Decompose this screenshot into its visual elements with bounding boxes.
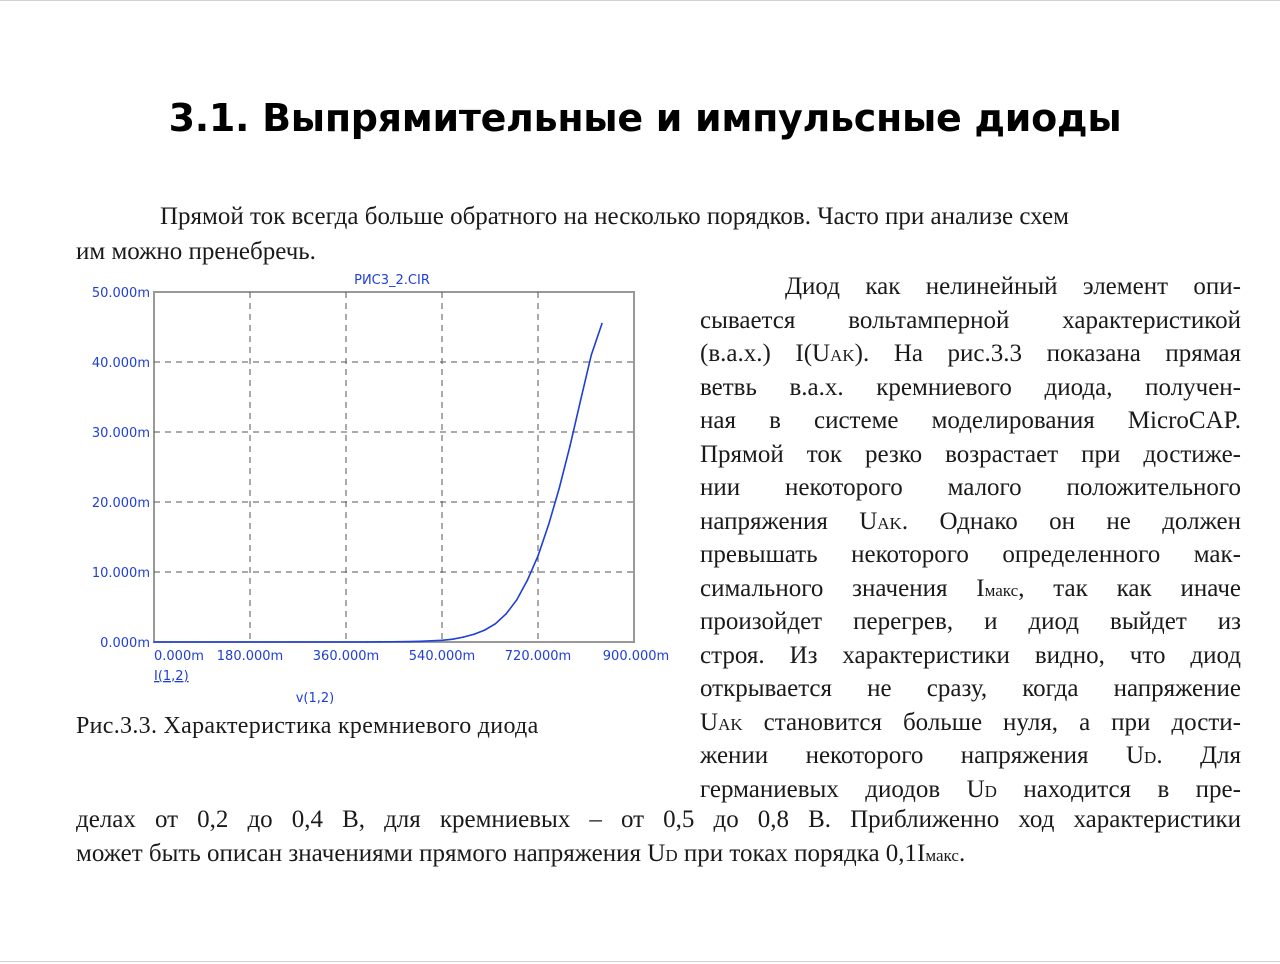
data-point <box>366 641 369 643</box>
iv-characteristic-chart: РИС3_2.CIR 0.000m 10.000m 20.000m 30.000m 40… <box>92 273 669 706</box>
data-point <box>409 640 411 643</box>
side-paragraph-line: Диод как нелинейный элемент опи- <box>785 273 1241 300</box>
line-text: напряжения U <box>700 507 878 535</box>
side-paragraph-line: превышать некоторого определенного мак- <box>700 541 1241 568</box>
data-point <box>526 579 529 582</box>
data-point <box>601 322 603 325</box>
data-point <box>547 523 550 526</box>
side-paragraph-line: Прямой ток резко возрастает при достиже- <box>700 440 1241 468</box>
side-paragraph-line: UAK становится больше нуля, а при дости- <box>700 706 1241 740</box>
data-point <box>505 613 507 615</box>
subscript-d: D <box>665 846 678 865</box>
bottom-paragraph-line-1: делах от 0,2 до 0,4 В, для кремниевых – … <box>76 806 1241 833</box>
slide-bottom-border <box>0 961 1280 962</box>
side-paragraph-line: германиевых диодов UD находится в пре- <box>700 773 1241 807</box>
side-paragraph-line: открывается не сразу, когда напряжение <box>700 675 1241 702</box>
x-axis-label: v(1,2) <box>296 691 335 706</box>
y-axis-series-label[interactable]: I(1,2) <box>154 669 189 684</box>
slide-title: 3.1. Выпрямительные и импульсные диоды <box>168 96 1122 140</box>
side-paragraph-line: ветвь в.а.х. кремниевого диода, получен- <box>700 373 1241 401</box>
line-text: U <box>700 708 719 736</box>
line-text: германиевых диодов U <box>700 775 985 803</box>
side-paragraph-line: нии некоторого малого положительного <box>700 474 1241 501</box>
line-text: (в.а.х.) I(U <box>700 340 831 367</box>
chart-title: РИС3_2.CIR <box>354 273 430 288</box>
side-paragraph-line: симального значения Iмакс, так как иначе <box>700 572 1241 606</box>
side-paragraph-line: напряжения UAK. Однако он не должен <box>700 505 1241 539</box>
side-paragraph-line: произойдет перегрев, и диод выйдет из <box>700 608 1241 635</box>
y-tick-label: 50.000m <box>92 286 150 301</box>
bottom-line2-text-a: может быть описан значениями прямого нап… <box>76 840 666 867</box>
data-point <box>569 445 571 447</box>
y-tick-label: 20.000m <box>92 496 150 511</box>
x-tick-label: 900.000m <box>603 649 669 664</box>
plot-frame <box>153 291 635 643</box>
subscript-max: макс <box>925 846 959 865</box>
x-tick-label: 180.000m <box>217 649 283 664</box>
x-tick-label: 0.000m <box>154 649 204 664</box>
intro-paragraph-line-2: им можно пренебречь. <box>76 238 316 265</box>
bottom-line2-text-c: . <box>958 840 966 867</box>
x-tick-label: 540.000m <box>409 649 475 664</box>
figure-caption: Рис.3.3. Характеристика кремниевого диод… <box>76 713 539 739</box>
data-point <box>441 639 443 642</box>
y-tick-label: 10.000m <box>92 566 150 581</box>
subscript: AK <box>830 346 855 365</box>
subscript: D <box>1144 748 1157 767</box>
data-point <box>451 638 454 640</box>
line-text: симального значения I <box>700 574 985 602</box>
slide-top-border <box>0 0 1280 1</box>
data-point <box>483 629 486 631</box>
subscript: AK <box>718 714 743 734</box>
line-text: находится в пре- <box>996 775 1241 803</box>
plot-grid <box>154 292 634 642</box>
line-text: жении некоторого напряжения U <box>700 742 1145 769</box>
subscript: AK <box>877 513 902 533</box>
data-point <box>419 640 422 643</box>
x-axis-tick-labels: 0.000m 180.000m 360.000m 540.000m 720.000m 90… <box>154 649 669 664</box>
data-point <box>537 555 539 557</box>
line-text: . Для <box>1156 742 1241 769</box>
series-points <box>153 322 603 643</box>
data-point <box>473 633 475 636</box>
x-tick-label: 720.000m <box>505 649 571 664</box>
line-text: , так как иначе <box>1018 574 1241 602</box>
data-point <box>153 641 155 643</box>
side-paragraph-line: строя. Из характеристики видно, что диод <box>700 641 1241 669</box>
bottom-line2-text-b: при токах порядка 0,1I <box>677 840 926 867</box>
x-tick-label: 360.000m <box>313 649 379 664</box>
bottom-paragraph-line-2: может быть описан значениями прямого нап… <box>76 840 965 868</box>
line-text: . Однако он не должен <box>901 507 1241 535</box>
line-text: становится больше нуля, а при дости- <box>742 708 1241 736</box>
data-point <box>515 599 518 601</box>
y-axis-tick-labels: 0.000m 10.000m 20.000m 30.000m 40.000m 50.000… <box>92 286 150 651</box>
side-paragraph-line: (в.а.х.) I(UAK). На рис.3.3 показана пря… <box>700 337 1241 371</box>
y-tick-label: 40.000m <box>92 356 150 371</box>
subscript: макс <box>984 580 1019 600</box>
side-paragraph: Диод как нелинейный элемент опи-сывается… <box>700 270 1241 806</box>
side-paragraph-line: сывается вольтамперной характеристикой <box>700 306 1241 334</box>
data-point <box>579 399 582 401</box>
intro-paragraph-line-1: Прямой ток всегда больше обратного на не… <box>160 203 1069 230</box>
data-point <box>558 487 561 489</box>
subscript: D <box>984 781 997 801</box>
line-text: ). На рис.3.3 показана прямая <box>854 340 1241 367</box>
data-point <box>494 623 497 625</box>
series-line-i12 <box>154 323 603 643</box>
data-point <box>462 636 465 638</box>
side-paragraph-line: жении некоторого напряжения UD. Для <box>700 739 1241 773</box>
side-paragraph-line: ная в системе моделирования MicroCAP. <box>700 407 1241 434</box>
y-tick-label: 30.000m <box>92 426 150 441</box>
data-point <box>590 354 593 356</box>
y-tick-label: 0.000m <box>100 636 150 651</box>
